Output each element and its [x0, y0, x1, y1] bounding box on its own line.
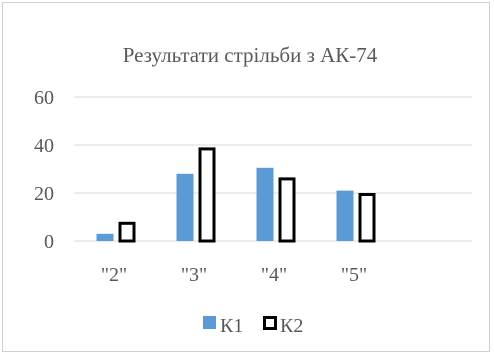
chart-frame [2, 2, 490, 352]
x-tick-label: "4" [261, 264, 287, 286]
chart-title: Результати стрільби з АК-74 [123, 43, 378, 67]
bar-К2-3 [358, 193, 376, 243]
bar-К2-0 [118, 221, 136, 243]
y-tick-label: 0 [44, 231, 54, 253]
bar-К1-1 [176, 173, 194, 241]
x-tick-label: "2" [101, 264, 127, 286]
bar-К1-2 [256, 167, 274, 241]
legend-label: К1 [220, 315, 243, 337]
bar-К2-1 [198, 147, 216, 243]
y-tick-label: 60 [34, 87, 54, 109]
legend-swatch-1 [263, 316, 277, 330]
bar-К1-0 [96, 233, 114, 241]
legend-swatch-0 [203, 316, 216, 329]
bars [96, 147, 376, 243]
x-axis-ticks: "2" "3" "4" "5" [101, 264, 367, 286]
bar-К2-2 [278, 177, 296, 243]
x-tick-label: "3" [181, 264, 207, 286]
legend: К1 К2 [203, 315, 303, 337]
y-tick-label: 20 [34, 183, 54, 205]
legend-label: К2 [280, 315, 303, 337]
y-tick-label: 40 [34, 135, 54, 157]
bar-К1-3 [336, 190, 354, 241]
x-tick-label: "5" [341, 264, 367, 286]
y-axis-ticks: 0 20 40 60 [34, 87, 54, 253]
